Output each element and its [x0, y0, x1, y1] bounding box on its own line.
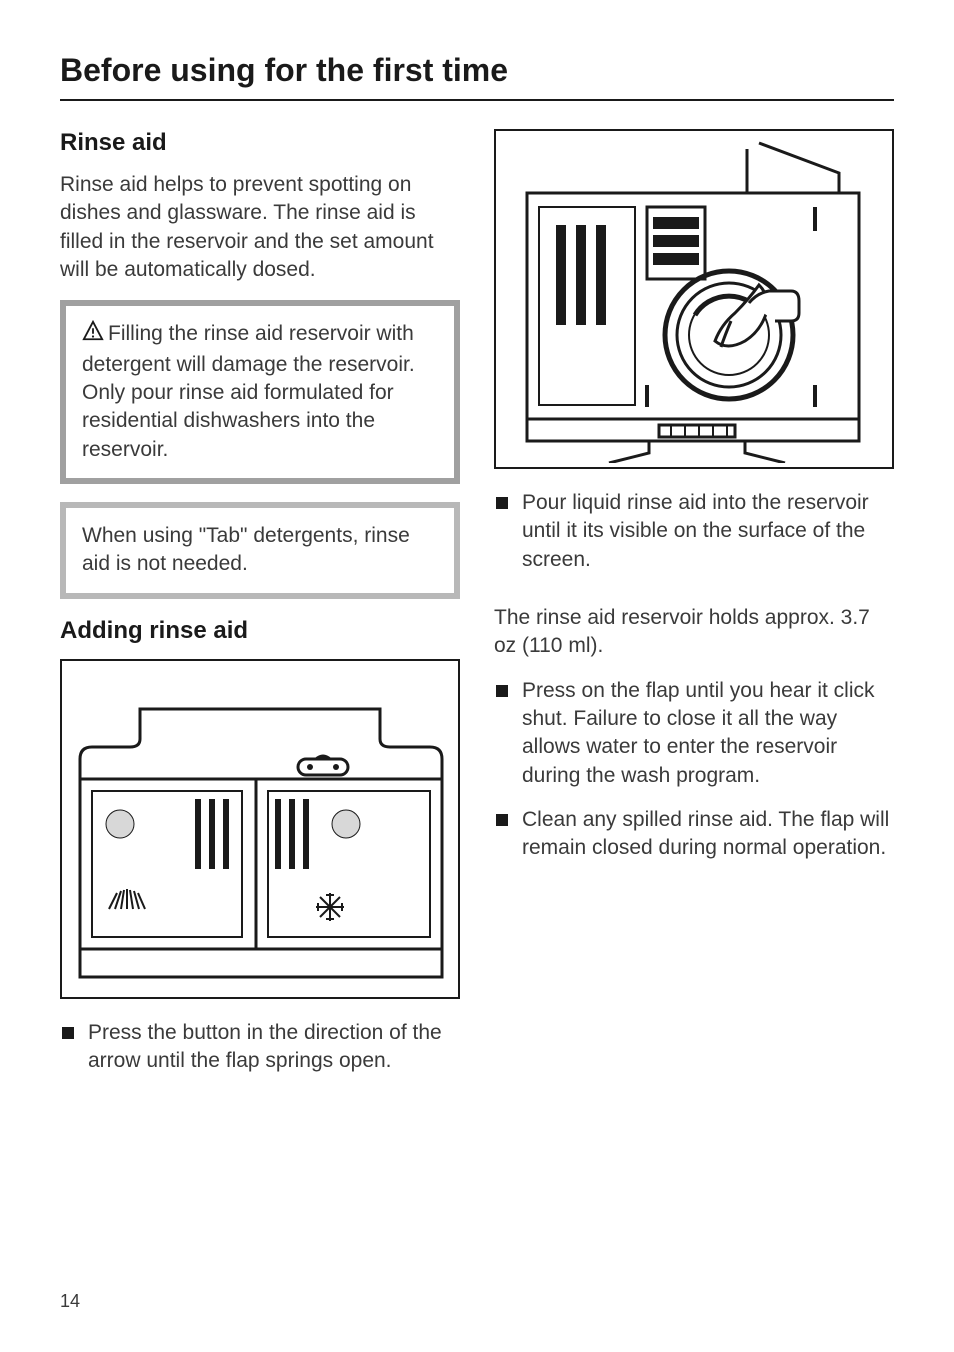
content-columns: Rinse aid Rinse aid helps to prevent spo…: [60, 129, 894, 1105]
intro-paragraph: Rinse aid helps to prevent spotting on d…: [60, 171, 460, 284]
list-item: Press the button in the direction of the…: [60, 1019, 460, 1076]
warning-text-content: Filling the rinse aid reservoir with det…: [82, 322, 415, 460]
mid-paragraph: The rinse aid reservoir holds approx. 3.…: [494, 604, 894, 661]
dispenser-closed-illustration: [70, 669, 450, 989]
page-title: Before using for the first time: [60, 52, 894, 101]
list-item: Clean any spilled rinse aid. The flap wi…: [494, 806, 894, 863]
info-text: When using "Tab" detergents, rinse aid i…: [82, 522, 438, 579]
info-callout: When using "Tab" detergents, rinse aid i…: [60, 502, 460, 599]
page: Before using for the first time Rinse ai…: [0, 0, 954, 1352]
right-bullet-list-top: Pour liquid rinse aid into the reservoir…: [494, 489, 894, 590]
warning-text: Filling the rinse aid reservoir with det…: [82, 320, 438, 464]
right-bullet-list-bottom: Press on the flap until you hear it clic…: [494, 677, 894, 879]
right-column: Pour liquid rinse aid into the reservoir…: [494, 129, 894, 1105]
list-item: Pour liquid rinse aid into the reservoir…: [494, 489, 894, 574]
warning-icon: [82, 320, 104, 350]
page-number: 14: [60, 1291, 80, 1312]
figure-dispenser-open: [494, 129, 894, 469]
dispenser-open-illustration: [499, 135, 889, 463]
left-bullet-list: Press the button in the direction of the…: [60, 1019, 460, 1092]
section-title-rinse-aid: Rinse aid: [60, 129, 460, 157]
warning-callout: Filling the rinse aid reservoir with det…: [60, 300, 460, 484]
figure-dispenser-closed: [60, 659, 460, 999]
list-item: Press on the flap until you hear it clic…: [494, 677, 894, 790]
left-column: Rinse aid Rinse aid helps to prevent spo…: [60, 129, 460, 1105]
section-title-adding-rinse-aid: Adding rinse aid: [60, 617, 460, 645]
